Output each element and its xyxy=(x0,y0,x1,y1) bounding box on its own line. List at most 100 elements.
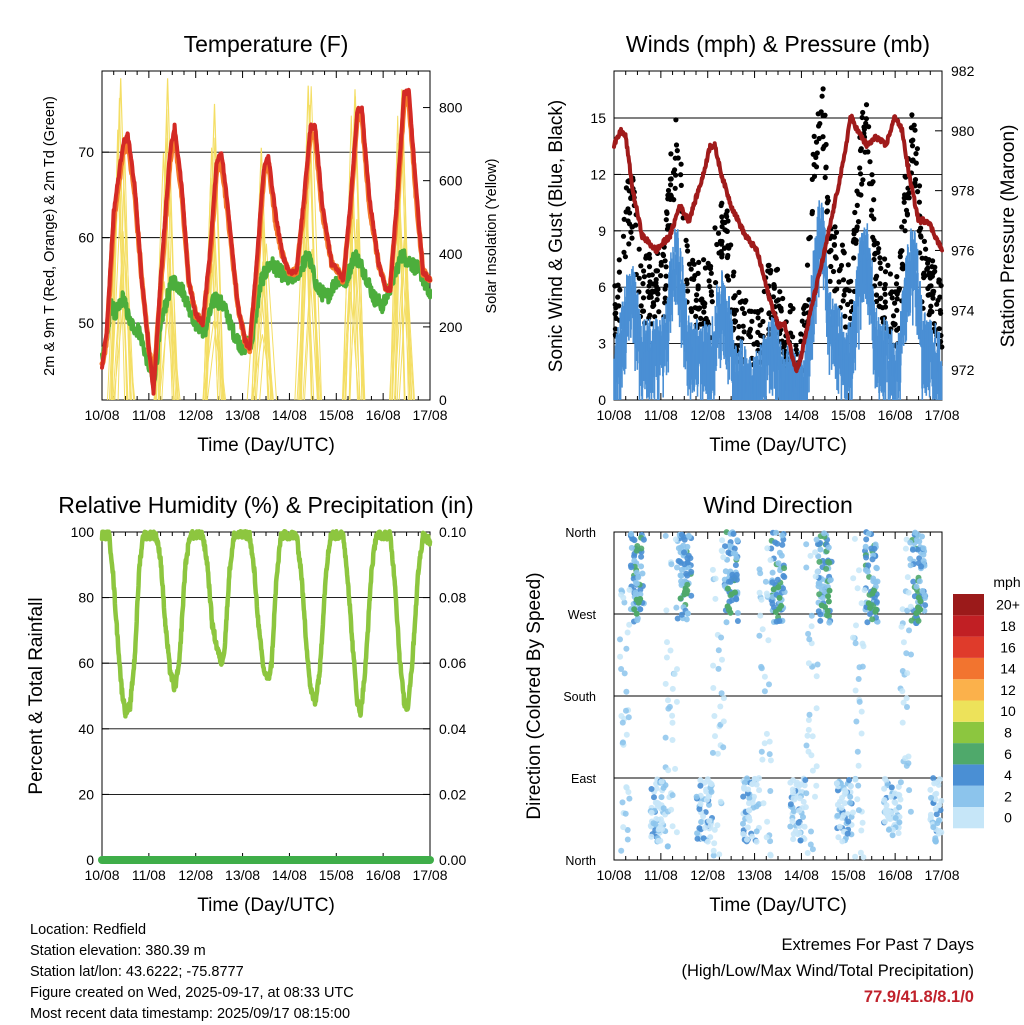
gust-point xyxy=(790,306,796,312)
direction-point xyxy=(806,711,813,718)
direction-point xyxy=(853,622,859,629)
gust-point xyxy=(882,291,888,297)
direction-point xyxy=(624,827,631,833)
gust-point xyxy=(731,269,737,275)
direction-point xyxy=(767,851,774,858)
solar-spike xyxy=(349,239,365,401)
gust-point xyxy=(616,269,623,275)
colorbar-label: 16 xyxy=(1000,639,1016,655)
direction-point xyxy=(806,636,813,643)
direction-point xyxy=(853,718,860,725)
gust-point xyxy=(667,176,674,182)
y2-tick-label: 800 xyxy=(439,100,463,116)
solar-spike xyxy=(206,263,219,401)
gust-point xyxy=(668,182,674,188)
direction-point xyxy=(672,765,679,772)
gust-point xyxy=(811,162,817,168)
winds-pressure-panel: Winds (mph) & Pressure (mb) 10/08 11/08 12/… xyxy=(546,31,1019,456)
direction-point xyxy=(803,564,810,571)
direction-point xyxy=(763,730,770,737)
direction-point xyxy=(698,819,705,825)
direction-point xyxy=(637,591,644,598)
direction-point xyxy=(888,793,894,800)
direction-point xyxy=(899,719,906,726)
y2-tick-label: 600 xyxy=(439,173,463,189)
gust-point xyxy=(889,295,895,301)
direction-point xyxy=(852,776,859,783)
direction-point xyxy=(669,823,676,830)
y2-tick-label: 0.04 xyxy=(439,721,466,737)
direction-point xyxy=(800,798,807,805)
gust-point xyxy=(793,342,799,349)
direction-point xyxy=(819,595,826,601)
gust-point xyxy=(625,218,631,224)
direction-point xyxy=(858,827,865,834)
direction-point xyxy=(665,705,672,712)
direction-point xyxy=(841,800,848,807)
direction-point xyxy=(865,530,872,537)
gust-point xyxy=(831,242,838,248)
direction-point xyxy=(639,570,646,577)
gust-point xyxy=(861,126,868,132)
y2-tick-label: 972 xyxy=(951,362,975,378)
y2-axis-label: Solar Insolation (Yellow) xyxy=(484,158,500,313)
direction-point xyxy=(892,799,899,806)
direction-point xyxy=(764,818,771,825)
direction-point xyxy=(638,563,645,570)
direction-point xyxy=(885,826,892,833)
direction-point xyxy=(660,784,667,791)
direction-point xyxy=(921,592,928,599)
gust-point xyxy=(837,266,843,272)
gust-point xyxy=(904,195,911,201)
gust-point xyxy=(938,310,944,316)
gust-point xyxy=(755,315,761,321)
gust-point xyxy=(882,256,888,262)
gust-point xyxy=(664,226,671,232)
gust-point xyxy=(869,207,875,213)
gust-point xyxy=(665,196,671,202)
solar-peak xyxy=(391,89,412,401)
gust-point xyxy=(713,280,719,286)
direction-point xyxy=(674,564,680,571)
direction-point xyxy=(825,598,832,605)
gust-point xyxy=(706,278,712,284)
y-tick-label: 0 xyxy=(86,852,94,868)
direction-point xyxy=(623,731,630,738)
colorbar-swatch xyxy=(953,785,984,807)
direction-point xyxy=(835,834,842,841)
gust-point xyxy=(925,265,931,271)
direction-point xyxy=(712,733,718,740)
gust-point xyxy=(863,116,870,122)
speed-colorbar: mph 0 2 4 6 8 10 12 14 16 18 20+ xyxy=(953,574,1021,829)
gust-point xyxy=(683,237,689,243)
direction-point xyxy=(688,568,695,575)
direction-point xyxy=(801,823,808,830)
gust-point xyxy=(757,322,763,328)
direction-point xyxy=(749,833,755,840)
gust-point xyxy=(665,187,672,194)
direction-point xyxy=(678,611,685,618)
direction-point xyxy=(863,554,870,561)
direction-point xyxy=(678,578,685,585)
latlon-text: Station lat/lon: 43.6222; -75.8777 xyxy=(30,964,244,980)
direction-point xyxy=(780,585,786,592)
gust-point xyxy=(860,177,866,183)
gust-point xyxy=(916,199,923,205)
gust-point xyxy=(870,234,876,240)
gust-point xyxy=(662,295,668,301)
gust-point xyxy=(675,155,681,161)
gust-point xyxy=(898,248,904,254)
direction-point xyxy=(628,544,635,551)
gust-point xyxy=(868,213,875,219)
direction-point xyxy=(930,775,937,782)
y-tick-label: South xyxy=(563,690,596,704)
gust-point xyxy=(914,146,921,152)
gust-point xyxy=(718,250,724,256)
gust-point xyxy=(894,307,900,313)
x-tick-label: 13/08 xyxy=(737,407,772,423)
direction-point xyxy=(937,807,944,814)
gust-point xyxy=(724,214,730,220)
gust-point xyxy=(613,310,619,316)
direction-point xyxy=(660,805,667,812)
